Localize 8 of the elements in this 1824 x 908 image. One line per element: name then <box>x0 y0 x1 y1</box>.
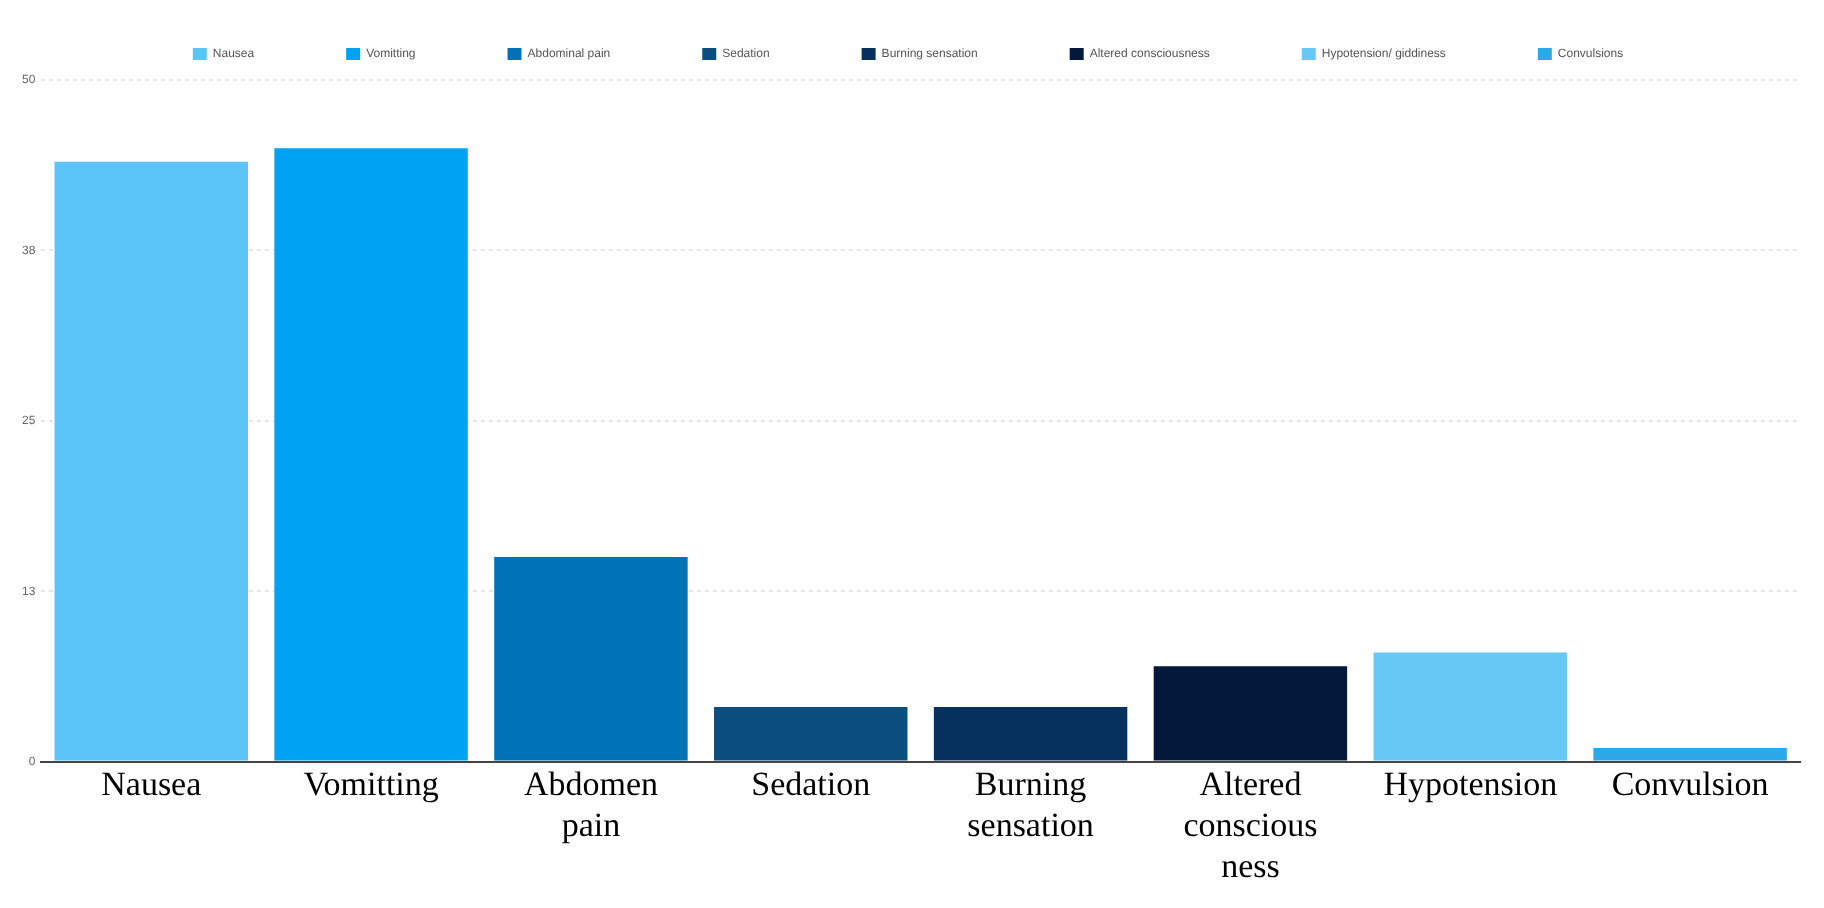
x-tick-label: Burning sensation <box>967 764 1095 844</box>
x-tick-label: Sedation <box>751 764 872 803</box>
x-tick-label: Vomitting <box>303 764 440 803</box>
x-tick-label: Hypotension <box>1383 764 1559 803</box>
x-tick-label: Convulsion <box>1611 764 1770 803</box>
x-tick-label: Abdomen pain <box>523 764 659 844</box>
x-tick-label: Altered conscious ness <box>1183 764 1318 885</box>
x-tick-label: Nausea <box>101 764 203 803</box>
